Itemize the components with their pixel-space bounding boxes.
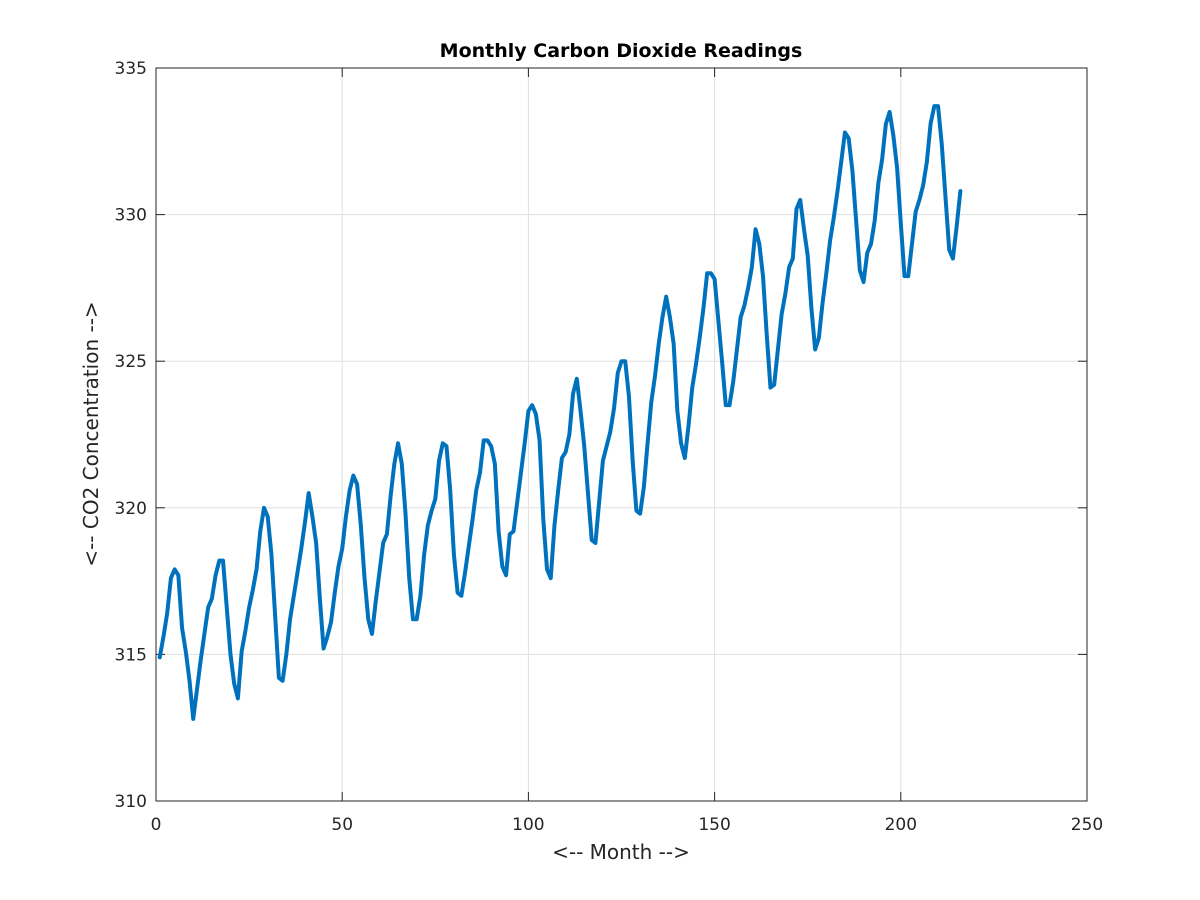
y-tick-labels: 310 315 320 325 330 335 bbox=[115, 59, 147, 812]
plot-frame bbox=[155, 67, 1088, 802]
x-tick-label: 50 bbox=[331, 815, 353, 835]
co2-series-line bbox=[157, 104, 963, 721]
y-tick-label: 310 bbox=[115, 792, 147, 812]
x-tick-label: 0 bbox=[151, 815, 162, 835]
x-tick-labels: 0 50 100 150 200 250 bbox=[151, 815, 1104, 835]
y-axis-label: <-- CO2 Concentration --> bbox=[79, 301, 103, 566]
axis-ticks bbox=[155, 67, 1088, 802]
chart-title: Monthly Carbon Dioxide Readings bbox=[440, 40, 803, 62]
x-tick-label: 250 bbox=[1071, 815, 1103, 835]
y-tick-label: 330 bbox=[115, 206, 147, 226]
y-tick-label: 320 bbox=[115, 499, 147, 519]
x-tick-label: 100 bbox=[512, 815, 544, 835]
x-tick-label: 200 bbox=[885, 815, 917, 835]
x-axis-label: <-- Month --> bbox=[552, 840, 690, 864]
x-tick-label: 150 bbox=[698, 815, 730, 835]
y-tick-label: 315 bbox=[115, 645, 147, 665]
y-tick-label: 325 bbox=[115, 352, 147, 372]
y-tick-label: 335 bbox=[115, 59, 147, 79]
